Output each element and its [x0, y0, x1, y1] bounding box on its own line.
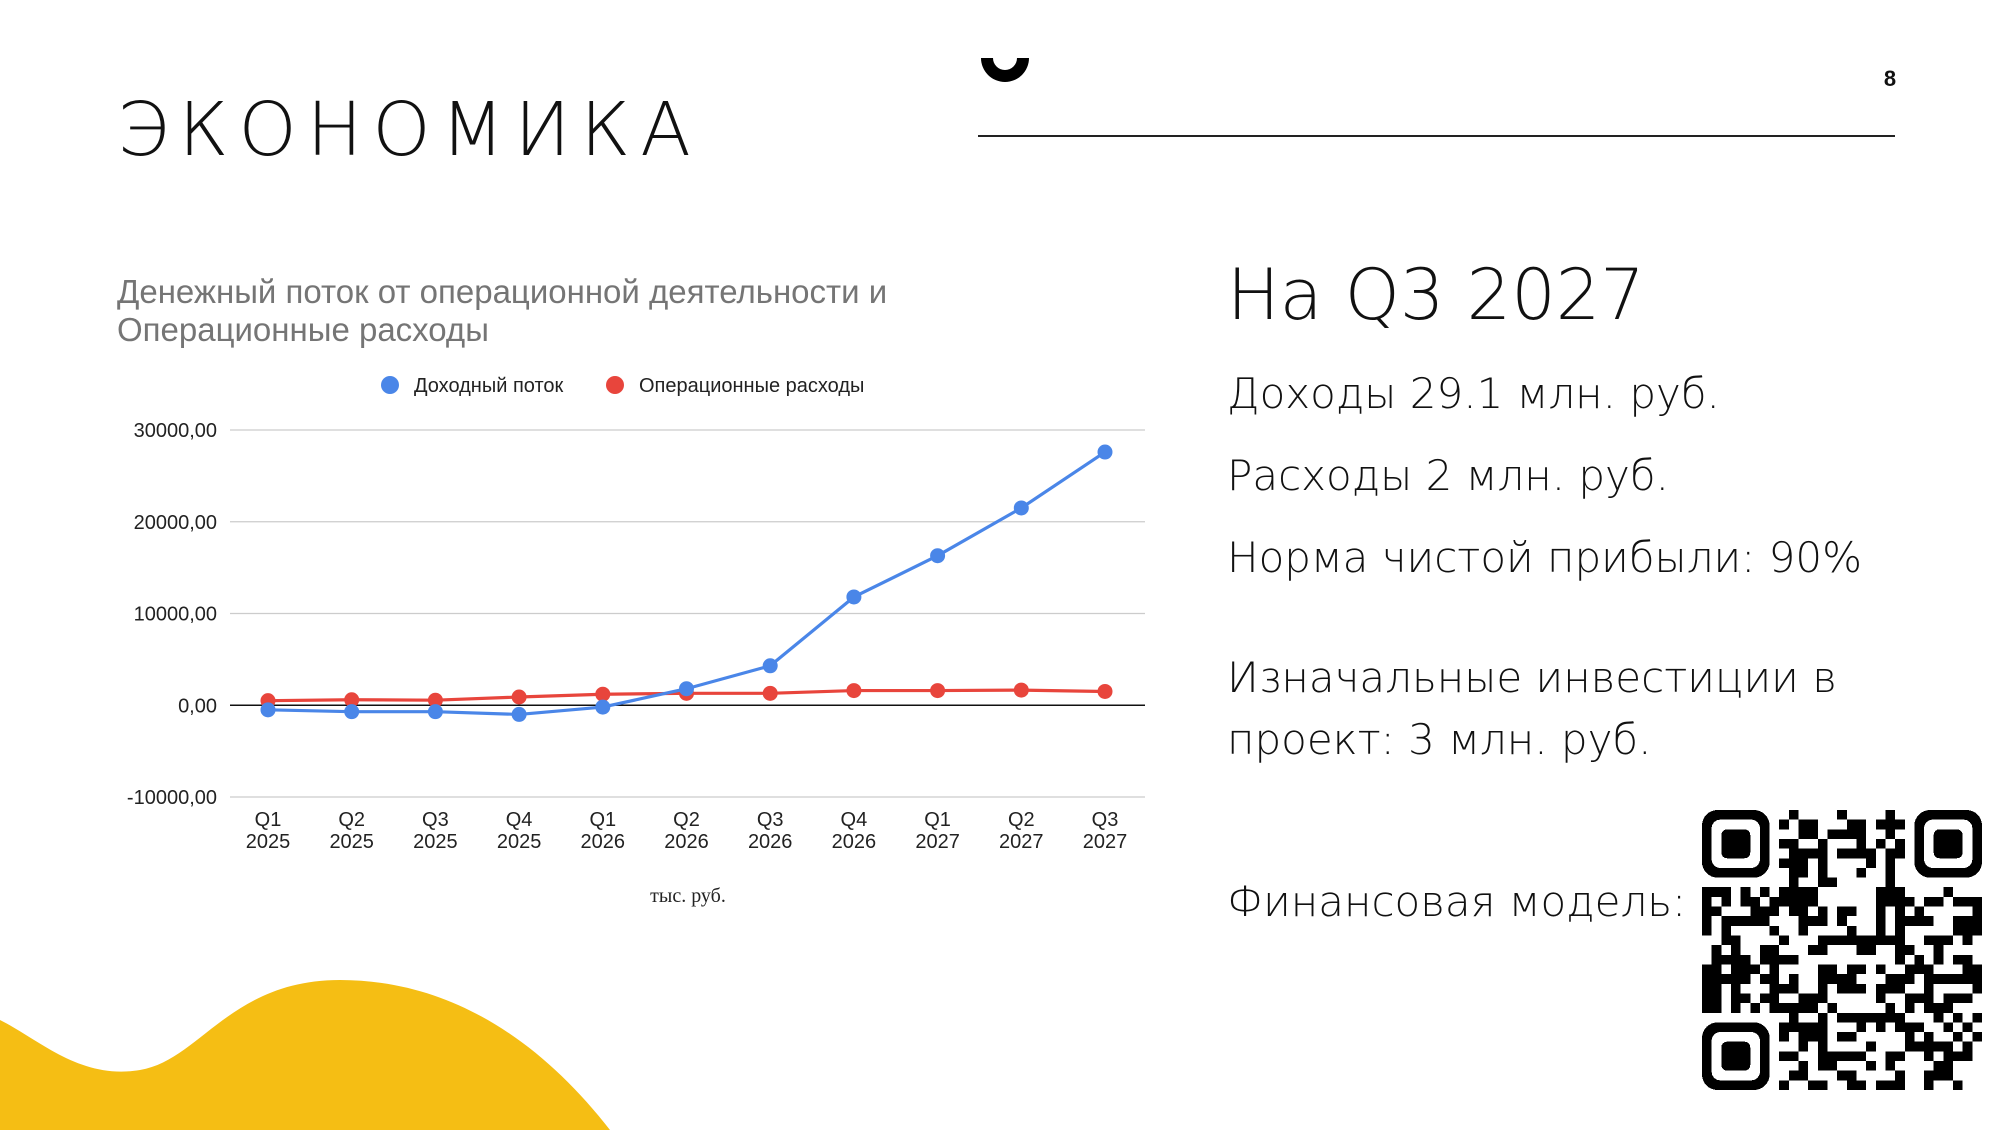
data-point-series-2	[930, 683, 946, 699]
x-tick-label-quarter: Q1	[924, 809, 951, 831]
x-tick-label-year: 2026	[581, 831, 626, 853]
data-point-series-2	[595, 686, 611, 702]
data-point-series-1	[595, 699, 611, 715]
x-tick-label-year: 2026	[748, 831, 793, 853]
data-point-series-1	[344, 704, 360, 720]
x-tick-label-quarter: Q3	[1092, 809, 1119, 831]
investment-stat-line-1: Изначальные инвестиции в	[1227, 653, 1837, 702]
x-axis-label: тыс. руб.	[650, 885, 726, 907]
x-tick-label-year: 2026	[832, 831, 877, 853]
data-point-series-1	[1097, 444, 1113, 460]
x-tick-label-quarter: Q2	[1008, 809, 1035, 831]
data-point-series-1	[511, 706, 527, 722]
y-tick-label: 20000,00	[134, 512, 217, 534]
y-tick-label: 10000,00	[134, 604, 217, 626]
x-tick-label-year: 2025	[246, 831, 291, 853]
data-point-series-1	[260, 702, 276, 718]
legend-label-2: Операционные расходы	[639, 375, 864, 397]
qr-code-icon[interactable]	[1702, 810, 1982, 1090]
x-tick-label-year: 2025	[329, 831, 374, 853]
data-point-series-2	[1097, 683, 1113, 699]
chart-title: Денежный поток от операционной деятельно…	[117, 273, 1017, 349]
y-tick-label: 0,00	[178, 695, 217, 717]
page-number: 8	[1883, 66, 1897, 91]
income-stat: Доходы 29.1 млн. руб.	[1227, 369, 1720, 418]
chart-title-line-1: Денежный поток от операционной деятельно…	[117, 273, 888, 310]
summary-headline: На Q3 2027	[1227, 254, 1645, 336]
data-point-series-1	[427, 704, 443, 720]
data-point-series-1	[930, 548, 946, 564]
x-tick-label-quarter: Q1	[589, 809, 616, 831]
x-tick-label-quarter: Q4	[841, 809, 868, 831]
x-tick-label-quarter: Q2	[338, 809, 365, 831]
data-point-series-1	[679, 681, 694, 697]
financial-model-label: Финансовая модель:	[1227, 877, 1687, 926]
data-point-series-2	[427, 692, 443, 708]
data-point-series-2	[344, 692, 360, 708]
y-tick-label: -10000,00	[127, 787, 217, 809]
margin-stat: Норма чистой прибыли: 90%	[1227, 533, 1863, 582]
data-point-series-2	[1013, 682, 1029, 698]
page-title: ЭКОНОМИКА	[117, 87, 701, 173]
x-tick-label-year: 2027	[1083, 831, 1128, 853]
x-tick-label-quarter: Q3	[757, 809, 784, 831]
investment-stat-line-2: проект: 3 млн. руб.	[1227, 715, 1652, 764]
x-tick-label-year: 2026	[664, 831, 709, 853]
data-point-series-2	[762, 685, 778, 701]
data-point-series-2	[511, 689, 527, 705]
x-tick-label-year: 2027	[999, 831, 1044, 853]
data-point-series-2	[846, 683, 862, 699]
expenses-stat: Расходы 2 млн. руб.	[1227, 451, 1669, 500]
y-tick-label: 30000,00	[134, 420, 217, 442]
legend-marker-2	[606, 376, 624, 394]
x-tick-label-year: 2025	[497, 831, 541, 853]
x-tick-label-quarter: Q2	[673, 809, 700, 831]
series-line-1	[267, 450, 1106, 717]
x-tick-label-quarter: Q1	[255, 809, 282, 831]
x-tick-label-quarter: Q3	[422, 809, 449, 831]
cash-flow-chart: Доходный поток Операционные расходы 30000,…	[127, 375, 1145, 907]
data-point-series-1	[1013, 500, 1029, 516]
decorative-yellow-wave	[0, 980, 610, 1130]
legend-label-1: Доходный поток	[414, 375, 564, 397]
header-divider	[978, 135, 1895, 137]
data-point-series-1	[846, 589, 862, 605]
chart-title-line-2: Операционные расходы	[117, 311, 489, 348]
x-tick-label-year: 2027	[915, 831, 960, 853]
x-tick-label-quarter: Q4	[506, 809, 533, 831]
logo-icon	[981, 58, 1029, 82]
data-point-series-1	[762, 658, 778, 674]
legend-marker-1	[381, 376, 399, 394]
x-tick-label-year: 2025	[413, 831, 458, 853]
